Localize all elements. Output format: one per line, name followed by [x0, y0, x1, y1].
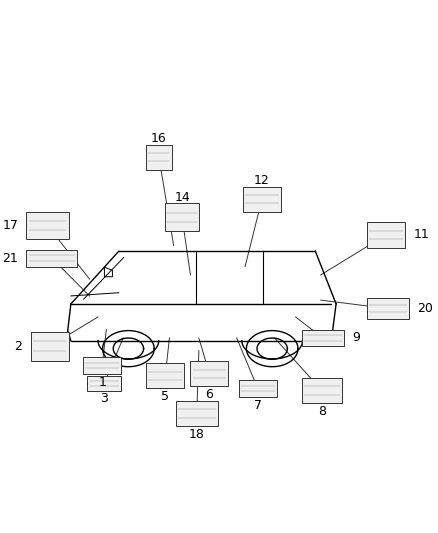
Text: 9: 9 — [352, 332, 360, 344]
FancyBboxPatch shape — [31, 332, 68, 361]
FancyBboxPatch shape — [83, 357, 121, 374]
Text: 3: 3 — [100, 392, 108, 406]
FancyBboxPatch shape — [26, 212, 68, 239]
Text: 1: 1 — [98, 376, 106, 389]
Text: 5: 5 — [161, 390, 169, 403]
FancyBboxPatch shape — [165, 204, 199, 231]
Text: 21: 21 — [2, 252, 18, 264]
FancyBboxPatch shape — [239, 380, 277, 397]
FancyBboxPatch shape — [146, 363, 184, 389]
FancyBboxPatch shape — [367, 298, 409, 319]
FancyBboxPatch shape — [243, 187, 281, 212]
Text: 18: 18 — [189, 428, 205, 441]
FancyBboxPatch shape — [88, 376, 121, 391]
FancyBboxPatch shape — [302, 378, 342, 403]
FancyBboxPatch shape — [176, 401, 218, 426]
FancyBboxPatch shape — [26, 249, 77, 266]
FancyBboxPatch shape — [191, 361, 228, 386]
FancyBboxPatch shape — [302, 329, 344, 346]
Text: 20: 20 — [417, 302, 433, 315]
Text: 11: 11 — [413, 229, 429, 241]
FancyBboxPatch shape — [146, 144, 172, 170]
Text: 12: 12 — [254, 174, 270, 187]
Text: 8: 8 — [318, 405, 326, 418]
Text: 17: 17 — [2, 219, 18, 232]
FancyBboxPatch shape — [367, 222, 405, 248]
Text: 14: 14 — [174, 191, 190, 204]
Text: 2: 2 — [14, 340, 22, 353]
Text: 7: 7 — [254, 399, 262, 412]
Text: 16: 16 — [151, 132, 167, 145]
Text: 6: 6 — [205, 388, 213, 401]
